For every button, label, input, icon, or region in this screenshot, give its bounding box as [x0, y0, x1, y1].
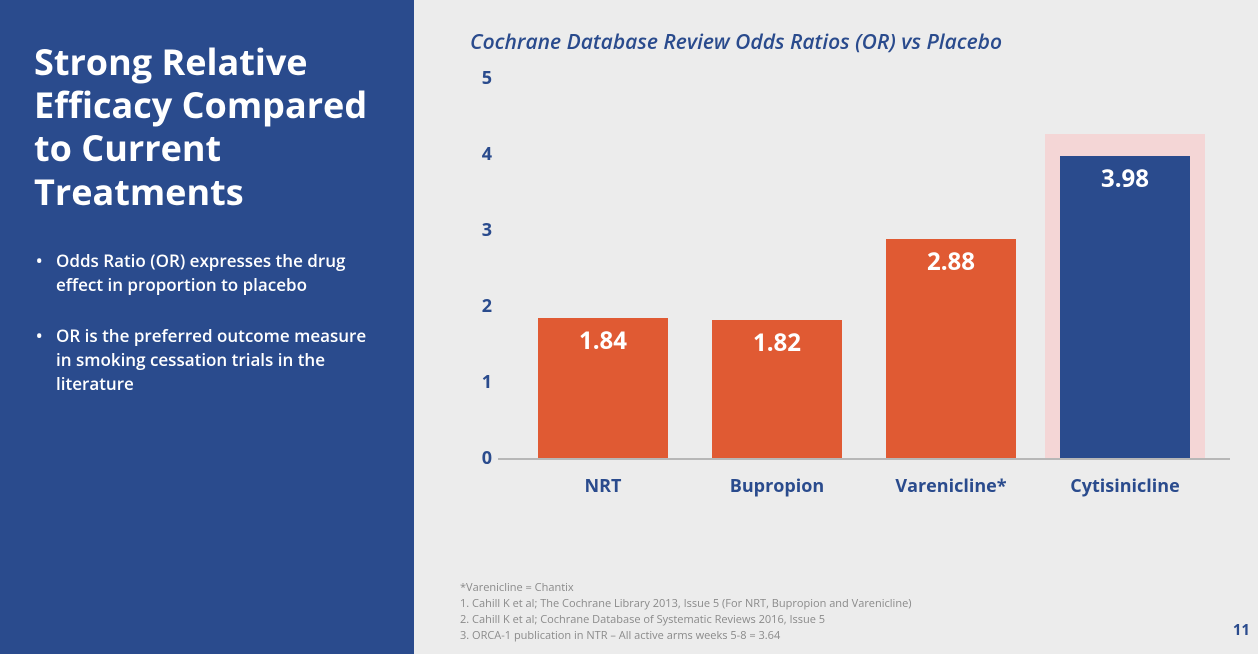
plot-area: 1.841.822.883.98 012345 — [498, 80, 1230, 460]
y-tick-label: 1 — [470, 370, 492, 394]
chart-title: Cochrane Database Review Odds Ratios (OR… — [460, 28, 1230, 56]
bar-value-label: 2.88 — [886, 245, 1016, 278]
bar-slot: 3.98 — [1038, 80, 1212, 458]
left-title: Strong Relative Efficacy Compared to Cur… — [34, 40, 380, 213]
footnote-line: 3. ORCA-1 publication in NTR – All activ… — [460, 628, 912, 644]
footnote-line: 2. Cahill K et al; Cochrane Database of … — [460, 612, 912, 628]
x-axis-labels: NRTBupropionVarenicline*Cytisinicline — [498, 460, 1230, 498]
bar: 3.98 — [1060, 156, 1190, 458]
bar: 1.84 — [538, 318, 668, 458]
y-tick-label: 5 — [470, 66, 492, 90]
y-tick-label: 2 — [470, 294, 492, 318]
bullet-item: Odds Ratio (OR) expresses the drug effec… — [34, 249, 380, 297]
page-number: 11 — [1233, 620, 1250, 640]
y-tick-label: 0 — [470, 446, 492, 470]
bar-slot: 2.88 — [864, 80, 1038, 458]
y-tick-label: 3 — [470, 218, 492, 242]
right-panel: Cochrane Database Review Odds Ratios (OR… — [414, 0, 1258, 654]
bars-container: 1.84 1.82 2.88 3.98 — [498, 80, 1230, 458]
bar-value-label: 3.98 — [1060, 162, 1190, 195]
x-axis-label: NRT — [516, 474, 690, 498]
bar-chart: 1.841.822.883.98 012345 NRTBupropionVare… — [470, 80, 1230, 498]
bar-value-label: 1.82 — [712, 326, 842, 359]
left-bullets: Odds Ratio (OR) expresses the drug effec… — [34, 249, 380, 396]
bar: 1.82 — [712, 320, 842, 458]
x-axis-label: Bupropion — [690, 474, 864, 498]
x-axis-label: Cytisinicline — [1038, 474, 1212, 498]
footnotes: *Varenicline = Chantix 1. Cahill K et al… — [460, 580, 912, 644]
bar-slot: 1.82 — [690, 80, 864, 458]
bar-slot: 1.84 — [516, 80, 690, 458]
y-tick-label: 4 — [470, 142, 492, 166]
footnote-line: 1. Cahill K et al; The Cochrane Library … — [460, 596, 912, 612]
bullet-item: OR is the preferred outcome measure in s… — [34, 324, 380, 395]
bar: 2.88 — [886, 239, 1016, 458]
x-axis-label: Varenicline* — [864, 474, 1038, 498]
left-panel: Strong Relative Efficacy Compared to Cur… — [0, 0, 414, 654]
bar-value-label: 1.84 — [538, 324, 668, 357]
footnote-line: *Varenicline = Chantix — [460, 580, 912, 596]
